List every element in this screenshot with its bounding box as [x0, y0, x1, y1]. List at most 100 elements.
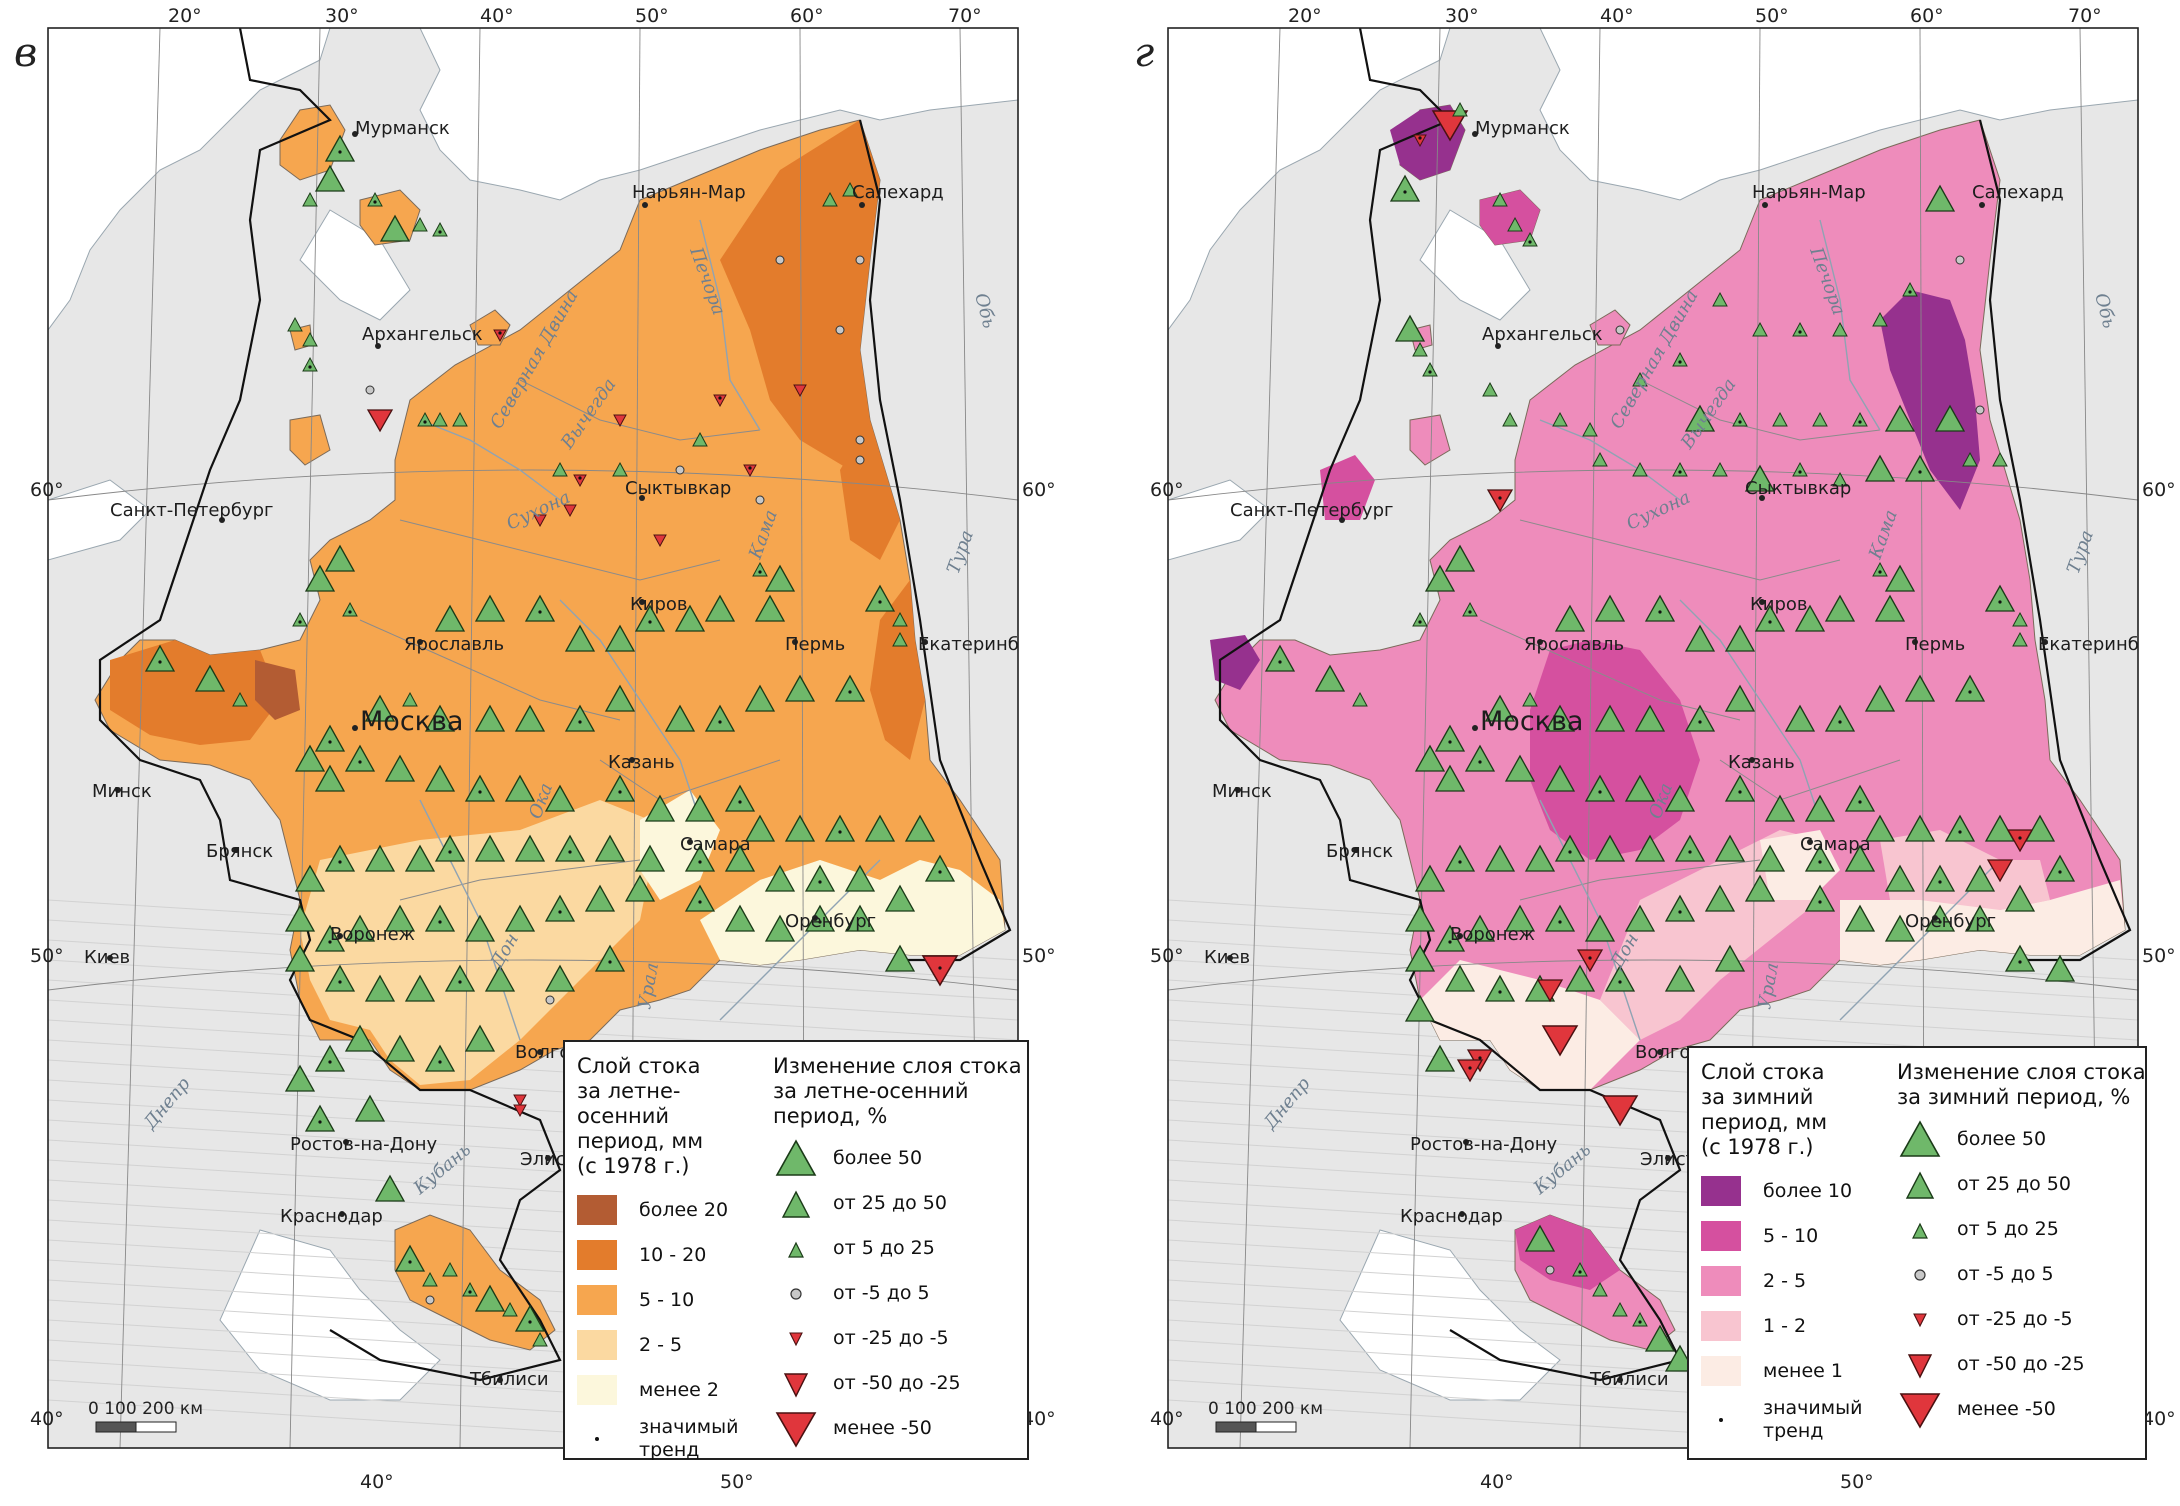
legend-change-label: от -25 до -5: [833, 1326, 949, 1349]
station-marker: [287, 316, 303, 332]
station-marker: [514, 834, 546, 862]
legend-change-column: Изменение слоя стока за летне-осенний пери…: [773, 1054, 1023, 1450]
station-marker: [354, 1094, 386, 1122]
station-marker: [302, 191, 318, 207]
station-marker: [1389, 174, 1421, 202]
station-marker: [844, 864, 876, 892]
station-marker: [1684, 624, 1716, 652]
station-marker: [1414, 864, 1446, 892]
significant-trend-dot: [1278, 660, 1282, 664]
lon-tick-top: 40°: [480, 5, 514, 27]
significant-trend-dot: [1918, 470, 1922, 474]
significant-trend-dot: [818, 880, 822, 884]
station-marker: [444, 964, 476, 992]
station-marker: [1601, 1095, 1639, 1127]
station-marker: [1904, 814, 1936, 842]
legend-v: Слой стока за летне-осенний период, мм (с 1…: [563, 1040, 1029, 1461]
legend-change-label: от 25 до 50: [833, 1191, 947, 1214]
runoff-region: [289, 414, 331, 466]
station-marker: [1404, 904, 1436, 932]
station-marker: [532, 1331, 548, 1347]
station-marker: [302, 331, 318, 347]
lon-tick-top: 50°: [635, 5, 669, 27]
legend-change-symbol-icon: [773, 1318, 819, 1358]
meridian-line: [119, 28, 161, 1448]
significant-trend-dot: [408, 1260, 412, 1264]
city-dot: [352, 725, 358, 731]
station-marker: [704, 704, 736, 732]
significant-trend-dot: [1678, 910, 1682, 914]
legend-change-label: менее -50: [833, 1416, 932, 1439]
station-marker: [292, 611, 308, 627]
significant-trend-dot: [1418, 620, 1422, 624]
station-marker: [552, 461, 568, 477]
significant-trend-dot: [1588, 956, 1592, 960]
station-marker: [1984, 584, 2016, 612]
station-marker: [194, 664, 226, 692]
city-dot: [1665, 1155, 1671, 1161]
legend-layer-column: Слой стока за летне-осенний период, мм (с 1…: [577, 1054, 767, 1466]
station-marker: [754, 594, 786, 622]
significant-trend-dot: [338, 980, 342, 984]
station-marker: [1584, 914, 1616, 942]
significant-trend-dot: [2058, 870, 2062, 874]
legend-trend-label: значимый тренд: [1763, 1397, 1863, 1442]
station-marker: [653, 534, 667, 548]
station-marker: [484, 964, 516, 992]
legend-layer-label: 1 - 2: [1763, 1314, 1807, 1337]
station-marker: [1424, 1044, 1456, 1072]
significant-trend-dot: [1818, 860, 1822, 864]
city-label: Архангельск: [1482, 324, 1603, 345]
legend-change-symbol-icon: [1897, 1209, 1943, 1249]
city-dot: [642, 202, 648, 208]
runoff-region: [1589, 309, 1631, 346]
lon-tick-top: 60°: [790, 5, 824, 27]
station-marker: [1434, 724, 1466, 752]
station-marker: [314, 1044, 346, 1072]
significant-trend-dot: [1468, 610, 1472, 614]
station-marker: [1954, 674, 1986, 702]
station-marker: [424, 764, 456, 792]
significant-trend-dot: [1798, 330, 1802, 334]
station-marker: [1594, 594, 1626, 622]
significant-trend-dot: [718, 720, 722, 724]
city-label: Сыктывкар: [625, 478, 731, 499]
significant-trend-dot: [1478, 760, 1482, 764]
station-marker: [1424, 564, 1456, 592]
significant-trend-dot: [318, 1120, 322, 1124]
significant-trend-dot: [1658, 610, 1662, 614]
legend-change-row: от -50 до -25: [1897, 1341, 2147, 1386]
station-marker: [1714, 944, 1746, 972]
station-marker: [1754, 844, 1786, 872]
station-marker: [304, 1104, 336, 1132]
station-marker: [314, 164, 346, 192]
station-marker: [1754, 604, 1786, 632]
significant-trend-dot: [748, 466, 752, 470]
station-marker: [1431, 110, 1469, 142]
city-label: Ростов-на-Дону: [1410, 1134, 1558, 1155]
significant-trend-dot: [328, 1060, 332, 1064]
station-marker: [564, 624, 596, 652]
legend-layer-label: 2 - 5: [1763, 1269, 1807, 1292]
legend-layer-label: 5 - 10: [639, 1288, 695, 1311]
station-marker: [1672, 351, 1688, 367]
legend-change-row: менее -50: [1897, 1386, 2147, 1431]
city-layer: Мурманск Нарьян-Мар Салехард Архангельск Сан…: [84, 118, 1018, 1390]
state-border: [1218, 28, 1682, 1382]
legend-change-label: от -50 до -25: [1957, 1352, 2085, 1375]
basin-outline: [1639, 379, 1881, 441]
lon-tick-top: 20°: [168, 5, 202, 27]
station-marker: [844, 904, 876, 932]
city-label: Оренбург: [785, 911, 876, 932]
legend-layer-title: Слой стока за зимний период, мм (с 1978 г.): [1701, 1060, 1891, 1160]
state-border: [1978, 119, 2132, 962]
city-label: Воронеж: [330, 924, 415, 945]
city-label: Санкт-Петербург: [110, 500, 273, 521]
station-marker: [474, 834, 506, 862]
legend-color-swatch: [577, 1284, 617, 1315]
city-dot: [1339, 517, 1345, 523]
legend-title-line: Слой стока: [577, 1054, 701, 1078]
station-marker: [1884, 864, 1916, 892]
city-label: Москва: [360, 706, 463, 737]
significant-trend-dot: [1798, 470, 1802, 474]
